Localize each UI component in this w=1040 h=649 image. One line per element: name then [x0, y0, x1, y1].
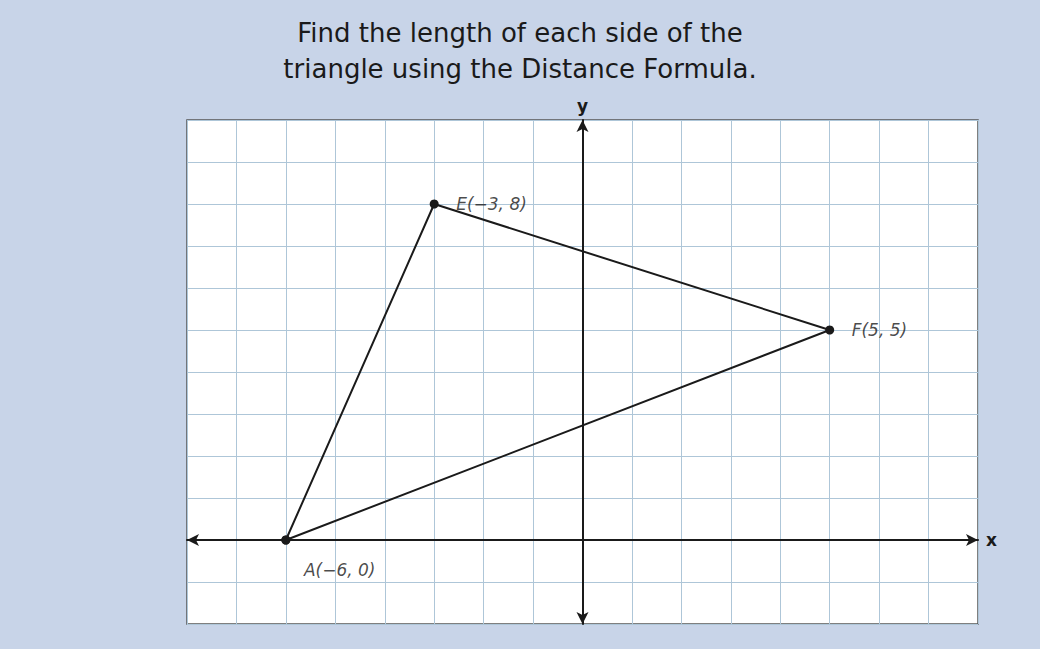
svg-text:E(−3, 8): E(−3, 8): [456, 194, 527, 214]
svg-text:A(−6, 0): A(−6, 0): [303, 560, 376, 580]
svg-text:y: y: [577, 96, 588, 116]
svg-text:F(5, 5): F(5, 5): [852, 320, 907, 340]
svg-text:Find the length of each side o: Find the length of each side of the: [297, 18, 742, 48]
svg-text:x: x: [986, 530, 997, 550]
svg-text:triangle using the Distance Fo: triangle using the Distance Formula.: [283, 54, 756, 84]
